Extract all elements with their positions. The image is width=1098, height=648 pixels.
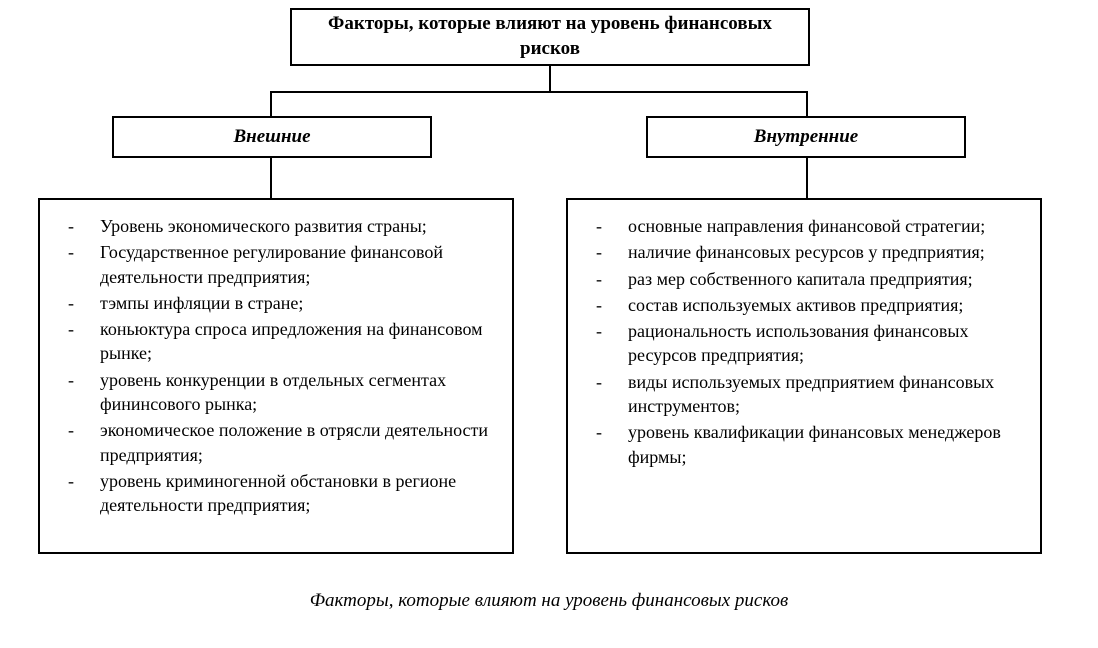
list-item: Уровень экономического развития страны; <box>54 214 494 238</box>
root-title-box: Факторы, которые влияют на уровень финан… <box>290 8 810 66</box>
list-item: уровень криминогенной обстановки в регио… <box>54 469 494 518</box>
connector-root-stem <box>549 66 551 91</box>
items-box-external: Уровень экономического развития страны; … <box>38 198 514 554</box>
list-item: наличие финансовых ресурсов у предприяти… <box>582 240 1022 264</box>
category-box-external: Внешние <box>112 116 432 158</box>
category-label-internal: Внутренние <box>754 126 858 147</box>
list-item: коньюктура спроса ипредложения на финанс… <box>54 317 494 366</box>
connector-cat-to-items-right <box>806 158 808 198</box>
root-title-text: Факторы, которые влияют на уровень финан… <box>302 12 798 61</box>
list-item: уровень квалификации финансовых менеджер… <box>582 420 1022 469</box>
connector-drop-right-cat <box>806 91 808 116</box>
list-item: рациональность использования финансовых … <box>582 319 1022 368</box>
list-item: состав используемых активов предприятия; <box>582 293 1022 317</box>
list-item: раз мер собственного капитала предприяти… <box>582 267 1022 291</box>
connector-top-hbar <box>270 91 806 93</box>
items-list-internal: основные направления финансовой стратеги… <box>582 214 1022 469</box>
category-label-external: Внешние <box>233 126 310 147</box>
items-box-internal: основные направления финансовой стратеги… <box>566 198 1042 554</box>
items-list-external: Уровень экономического развития страны; … <box>54 214 494 518</box>
connector-drop-left-cat <box>270 91 272 116</box>
connector-cat-to-items-left <box>270 158 272 198</box>
category-box-internal: Внутренние <box>646 116 966 158</box>
list-item: уровень конкуренции в отдельных сегмента… <box>54 368 494 417</box>
list-item: виды используемых предприятием финансовы… <box>582 370 1022 419</box>
list-item: Государственное регулирование финансовой… <box>54 240 494 289</box>
list-item: тэмпы инфляции в стране; <box>54 291 494 315</box>
figure-caption: Факторы, которые влияют на уровень финан… <box>0 590 1098 612</box>
list-item: основные направления финансовой стратеги… <box>582 214 1022 238</box>
list-item: экономическое положение в отрясли деятел… <box>54 418 494 467</box>
